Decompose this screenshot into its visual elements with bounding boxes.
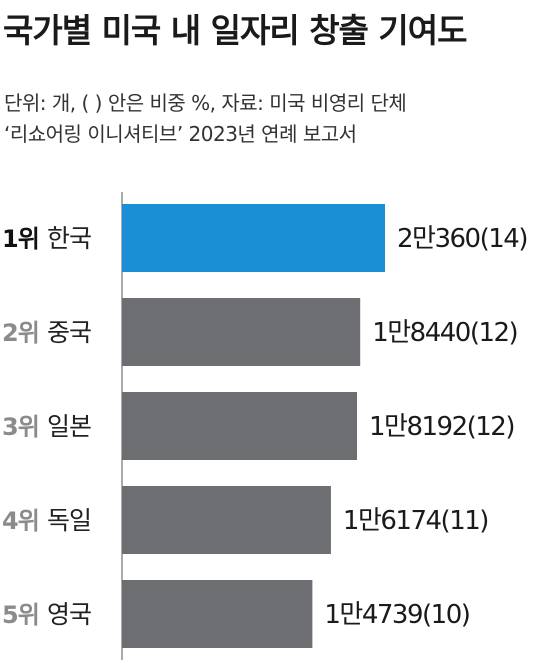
rank-label-5: 5위 — [2, 601, 39, 629]
bar-2 — [122, 298, 361, 366]
bar-1 — [122, 204, 385, 272]
category-label-5: 영국 — [47, 600, 91, 629]
category-label-4: 독일 — [47, 506, 91, 535]
bar-3 — [122, 392, 357, 460]
category-label-3: 일본 — [47, 412, 91, 441]
chart-subtitle: 단위: 개, ( ) 안은 비중 %, 자료: 미국 비영리 단체 ‘리쇼어링 … — [4, 88, 407, 150]
bar-4 — [122, 486, 331, 554]
rank-label-3: 3위 — [2, 413, 39, 441]
value-label-1: 2만360(14) — [397, 224, 527, 254]
value-label-2: 1만8440(12) — [372, 318, 517, 348]
bar-5 — [122, 580, 313, 648]
rank-label-2: 2위 — [2, 319, 39, 347]
value-label-3: 1만8192(12) — [369, 412, 514, 442]
rank-label-4: 4위 — [2, 507, 39, 535]
category-label-2: 중국 — [47, 318, 91, 347]
subtitle-line-2: ‘리쇼어링 이니셔티브’ 2023년 연례 보고서 — [4, 122, 357, 146]
rank-label-1: 1위 — [2, 225, 39, 253]
value-label-4: 1만6174(11) — [343, 506, 488, 536]
chart-title: 국가별 미국 내 일자리 창출 기여도 — [3, 11, 467, 50]
value-label-5: 1만4739(10) — [324, 600, 469, 630]
subtitle-line-1: 단위: 개, ( ) 안은 비중 %, 자료: 미국 비영리 단체 — [4, 91, 407, 115]
category-label-1: 한국 — [47, 224, 91, 253]
